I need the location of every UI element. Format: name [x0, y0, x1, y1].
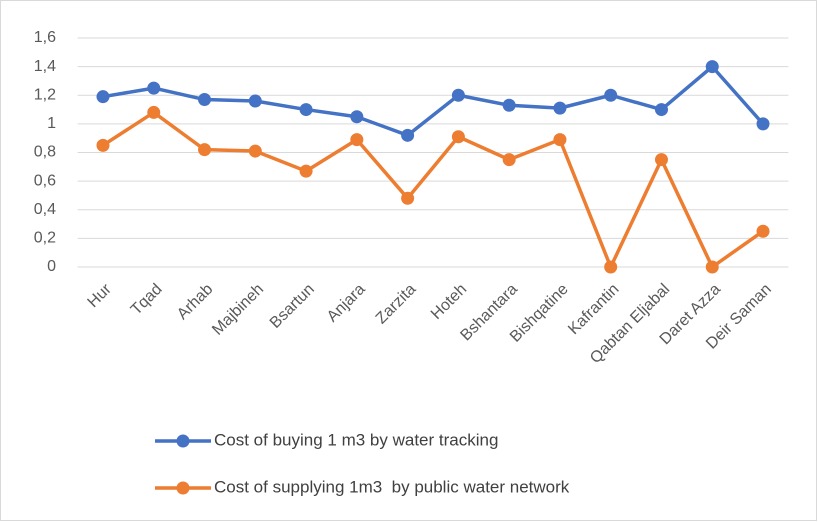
data-point	[451, 130, 465, 144]
data-point	[553, 133, 567, 147]
data-point	[705, 60, 719, 74]
legend-label: Cost of supplying 1m3 by public water ne…	[214, 477, 570, 496]
legend-marker	[176, 434, 190, 448]
y-tick-label: 0	[47, 258, 56, 275]
legend-label: Cost of buying 1 m3 by water tracking	[214, 430, 498, 449]
data-point	[350, 133, 364, 147]
data-point	[198, 143, 212, 157]
data-point	[756, 117, 770, 131]
data-point	[401, 128, 415, 142]
data-point	[96, 90, 110, 104]
y-tick-label: 1,6	[34, 29, 56, 46]
data-point	[451, 88, 465, 102]
data-point	[299, 103, 313, 117]
data-point	[96, 138, 110, 152]
series-line	[102, 64, 765, 138]
y-tick-label: 0,6	[34, 172, 56, 189]
data-point	[604, 260, 618, 274]
y-tick-label: 1,2	[34, 86, 56, 103]
data-point	[401, 191, 415, 205]
data-point	[502, 153, 516, 167]
data-point	[654, 103, 668, 117]
data-point	[147, 105, 161, 119]
data-point	[147, 81, 161, 95]
data-point	[248, 94, 262, 108]
y-tick-label: 0,8	[34, 144, 56, 161]
data-point	[553, 101, 567, 115]
legend: Cost of buying 1 m3 by water tracking Cos…	[155, 430, 570, 496]
data-point	[299, 164, 313, 178]
data-point	[248, 144, 262, 158]
series-line	[102, 110, 765, 269]
y-tick-label: 0,4	[34, 201, 56, 218]
data-point	[604, 88, 618, 102]
data-point	[756, 224, 770, 238]
data-point	[350, 110, 364, 124]
legend-marker	[176, 481, 190, 495]
y-tick-label: 1	[47, 115, 56, 132]
data-point	[502, 98, 516, 112]
data-point	[198, 93, 212, 107]
y-tick-label: 1,4	[34, 58, 56, 75]
y-tick-label: 0,2	[34, 230, 56, 247]
data-point	[705, 260, 719, 274]
data-point	[654, 153, 668, 167]
